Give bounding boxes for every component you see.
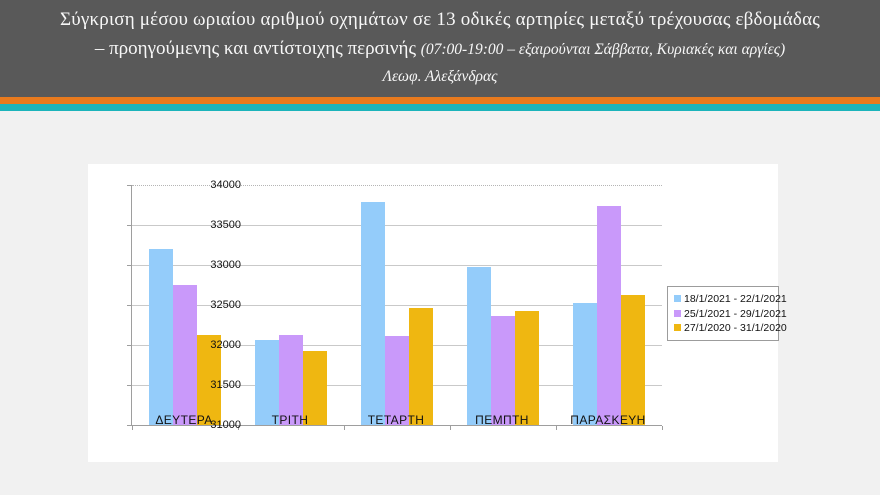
y-tick-33500 — [127, 225, 131, 226]
x-tick-3 — [450, 426, 451, 430]
x-tick-1 — [238, 426, 239, 430]
gridline-33000 — [132, 265, 662, 266]
report-title-line1: Σύγκριση μέσου ωριαίου αριθμού οχημάτων … — [60, 9, 820, 30]
legend-item-2: 27/1/2020 - 31/1/2020 — [674, 321, 787, 336]
category-label-ΠΕΜΠΤΗ: ΠΕΜΠΤΗ — [475, 413, 529, 427]
report-subtitle-location: Λεωφ. Αλεξάνδρας — [382, 68, 498, 85]
bar-group-ΠΕΜΠΤΗ — [450, 185, 556, 425]
bar-ΤΡΙΤΗ-series-0 — [255, 340, 279, 425]
y-tick-34000 — [127, 185, 131, 186]
report-title-line2-main: – προηγούμενης και αντίστοιχης περσινής — [94, 38, 421, 59]
x-tick-4 — [556, 426, 557, 430]
bar-group-ΔΕΥΤΕΡΑ — [132, 185, 238, 425]
gridline-32500 — [132, 305, 662, 306]
bar-ΠΕΜΠΤΗ-series-0 — [467, 266, 491, 425]
bar-ΠΑΡΑΣΚΕΥΗ-series-2 — [621, 294, 645, 425]
bar-group-ΤΡΙΤΗ — [238, 185, 344, 425]
chart-legend: 18/1/2021 - 22/1/2021 25/1/2021 - 29/1/20… — [667, 286, 787, 341]
bar-ΤΕΤΑΡΤΗ-series-0 — [361, 201, 385, 425]
category-label-ΤΡΙΤΗ: ΤΡΙΤΗ — [271, 413, 309, 427]
bar-ΤΡΙΤΗ-series-1 — [279, 335, 303, 425]
bar-ΠΕΜΠΤΗ-series-2 — [515, 310, 539, 425]
x-tick-5 — [662, 426, 663, 430]
legend-label: 27/1/2020 - 31/1/2020 — [684, 322, 787, 334]
legend-item-0: 18/1/2021 - 22/1/2021 — [674, 292, 787, 307]
y-axis-label-32500: 32500 — [210, 299, 241, 311]
legend-swatch-icon — [674, 324, 681, 331]
report-title-line2-note: (07:00-19:00 – εξαιρούνται Σάββατα, Κυρι… — [420, 41, 786, 58]
y-axis-label-33500: 33500 — [210, 219, 241, 231]
y-axis-label-32000: 32000 — [210, 339, 241, 351]
y-axis-label-31500: 31500 — [210, 379, 241, 391]
legend-label: 25/1/2021 - 29/1/2021 — [684, 307, 787, 320]
bar-ΤΕΤΑΡΤΗ-series-1 — [385, 336, 409, 425]
report-title-line2: – προηγούμενης και αντίστοιχης περσινής … — [0, 34, 880, 64]
x-tick-0 — [132, 426, 133, 430]
y-axis-label-31000: 31000 — [210, 419, 241, 431]
y-axis-label-33000: 33000 — [210, 259, 241, 271]
y-tick-31000 — [127, 425, 131, 426]
legend-swatch-icon — [674, 295, 681, 302]
y-tick-32000 — [127, 345, 131, 346]
category-label-ΠΑΡΑΣΚΕΥΗ: ΠΑΡΑΣΚΕΥΗ — [570, 413, 646, 427]
y-tick-31500 — [127, 385, 131, 386]
bar-group-ΤΕΤΑΡΤΗ — [344, 185, 450, 425]
bar-ΠΑΡΑΣΚΕΥΗ-series-0 — [573, 303, 597, 425]
category-label-ΤΕΤΑΡΤΗ: ΤΕΤΑΡΤΗ — [367, 413, 425, 427]
legend-item-1: 25/1/2021 - 29/1/2021 — [674, 307, 787, 322]
bar-group-ΠΑΡΑΣΚΕΥΗ — [556, 185, 662, 425]
bar-ΔΕΥΤΕΡΑ-series-2 — [197, 335, 221, 425]
bar-ΔΕΥΤΕΡΑ-series-1 — [173, 285, 197, 425]
legend-swatch-icon — [674, 309, 681, 317]
bar-ΠΕΜΠΤΗ-series-1 — [491, 316, 515, 425]
category-label-ΔΕΥΤΕΡΑ: ΔΕΥΤΕΡΑ — [155, 413, 213, 427]
orange-divider-stripe — [0, 97, 880, 104]
teal-divider-stripe — [0, 104, 880, 111]
plot-area — [127, 185, 663, 430]
bar-ΤΕΤΑΡΤΗ-series-2 — [409, 308, 433, 425]
y-axis-label-34000: 34000 — [210, 179, 241, 191]
gridline-33500 — [132, 225, 662, 226]
report-header: Σύγκριση μέσου ωριαίου αριθμού οχημάτων … — [0, 0, 880, 97]
bar-ΤΡΙΤΗ-series-2 — [303, 350, 327, 425]
gridline-34000 — [132, 185, 662, 186]
legend-label: 18/1/2021 - 22/1/2021 — [684, 293, 787, 305]
x-tick-2 — [344, 426, 345, 430]
y-tick-33000 — [127, 265, 131, 266]
bar-chart-panel: 31000 31500 32000 32500 33000 33500 34000 ΔΕΥΤ… — [88, 164, 787, 462]
y-tick-32500 — [127, 305, 131, 306]
bar-ΔΕΥΤΕΡΑ-series-0 — [149, 249, 173, 425]
bar-ΠΑΡΑΣΚΕΥΗ-series-1 — [597, 205, 621, 425]
